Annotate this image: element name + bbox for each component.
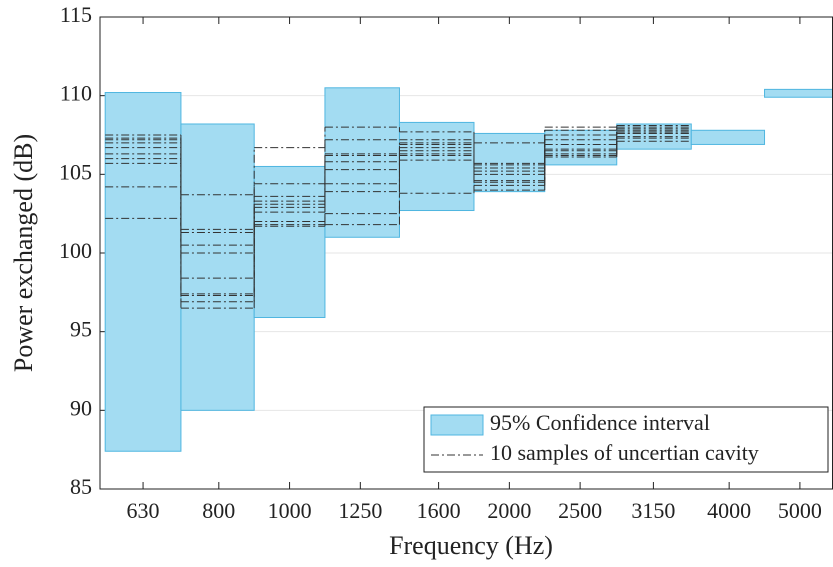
x-tick-label: 630 xyxy=(127,498,160,523)
legend-label: 95% Confidence interval xyxy=(490,410,710,435)
y-tick-label: 105 xyxy=(59,159,92,184)
x-tick-label: 1250 xyxy=(338,498,382,523)
y-tick-label: 85 xyxy=(70,474,92,499)
y-tick-label: 90 xyxy=(70,395,92,420)
confidence-band xyxy=(104,92,182,452)
y-tick-label: 100 xyxy=(59,238,92,263)
legend-box xyxy=(423,406,829,473)
x-axis-label: Frequency (Hz) xyxy=(389,531,553,560)
y-tick-label: 95 xyxy=(70,317,92,342)
confidence-band xyxy=(690,129,766,145)
confidence-band xyxy=(764,88,833,98)
x-tick-label: 2500 xyxy=(558,498,602,523)
x-tick-label: 800 xyxy=(202,498,235,523)
confidence-band xyxy=(180,123,255,411)
legend-swatch xyxy=(430,414,484,436)
y-tick-label: 115 xyxy=(60,2,92,27)
confidence-band xyxy=(324,87,400,238)
x-tick-label: 4000 xyxy=(707,498,751,523)
y-tick-label: 110 xyxy=(60,81,92,106)
legend-label: 10 samples of uncertian cavity xyxy=(490,440,759,465)
confidence-band xyxy=(398,121,475,212)
x-tick-label: 1000 xyxy=(268,498,312,523)
x-tick-label: 1600 xyxy=(417,498,461,523)
confidence-band xyxy=(473,132,546,193)
y-axis-label: Power exchanged (dB) xyxy=(9,134,38,372)
confidence-band xyxy=(253,165,326,319)
x-tick-label: 2000 xyxy=(487,498,531,523)
x-tick-label: 3150 xyxy=(631,498,675,523)
x-tick-label: 5000 xyxy=(778,498,822,523)
